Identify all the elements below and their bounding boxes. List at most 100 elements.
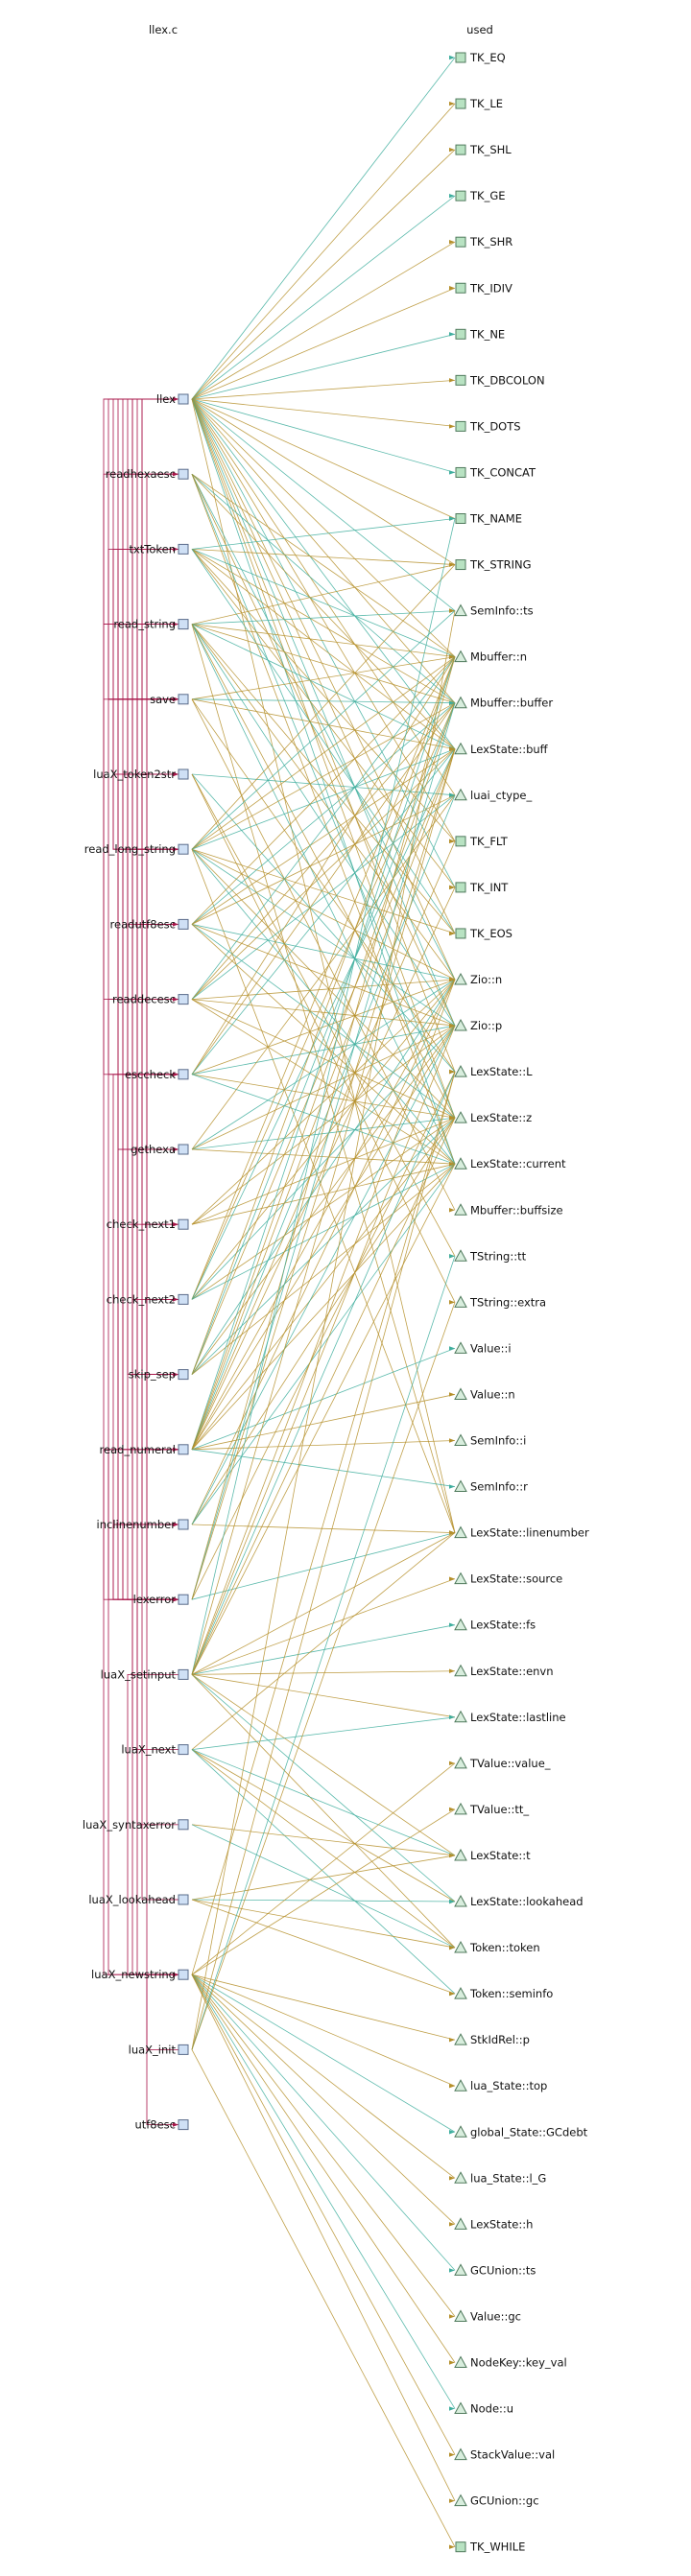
used-node-node-u[interactable]: Node::u — [454, 2401, 513, 2416]
function-node-check-next1[interactable]: check_next1 — [107, 1217, 189, 1231]
used-node-token-token[interactable]: Token::token — [454, 1941, 540, 1954]
used-node-tk-flt[interactable]: TK_FLT — [455, 835, 509, 848]
function-node-box[interactable] — [178, 543, 189, 555]
function-node-readhexaesc[interactable]: readhexaesc — [106, 467, 189, 481]
used-node-tk-eos[interactable]: TK_EOS — [455, 927, 512, 940]
function-node-box[interactable] — [178, 468, 189, 480]
function-node-luax-newstring[interactable]: luaX_newstring — [91, 1968, 189, 1981]
used-node-lexstate-linenumber[interactable]: LexState::linenumber — [454, 1525, 589, 1540]
function-node-luax-syntaxerror[interactable]: luaX_syntaxerror — [83, 1818, 189, 1832]
used-node-tk-dots[interactable]: TK_DOTS — [455, 419, 521, 433]
used-node-lua-state-l-g[interactable]: lua_State::l_G — [454, 2171, 546, 2185]
used-node-global-state-gcdebt[interactable]: global_State::GCdebt — [454, 2125, 588, 2139]
used-node-tstring-extra[interactable]: TString::extra — [454, 1295, 546, 1309]
used-node-tk-ne[interactable]: TK_NE — [455, 327, 505, 341]
used-node-lexstate-buff[interactable]: LexState::buff — [454, 742, 549, 756]
used-node-tk-shl[interactable]: TK_SHL — [455, 143, 512, 156]
function-node-read-numeral[interactable]: read_numeral — [100, 1443, 189, 1456]
used-node-token-seminfo[interactable]: Token::seminfo — [454, 1987, 553, 2000]
function-node-box[interactable] — [178, 1519, 189, 1530]
function-node-box[interactable] — [178, 393, 189, 405]
function-node-skip-sep[interactable]: skip_sep — [129, 1368, 189, 1382]
function-node-box[interactable] — [178, 1144, 189, 1155]
used-node-seminfo-r[interactable]: SemInfo::r — [454, 1479, 528, 1494]
used-node-tk-name[interactable]: TK_NAME — [455, 512, 522, 526]
function-node-box[interactable] — [178, 1894, 189, 1905]
used-node-lexstate-lookahead[interactable]: LexState::lookahead — [454, 1894, 584, 1908]
used-node-tk-while[interactable]: TK_WHILE — [455, 2541, 525, 2554]
used-node-tvalue-tt[interactable]: TValue::tt_ — [454, 1802, 529, 1816]
function-node-luax-next[interactable]: luaX_next — [121, 1743, 189, 1757]
function-node-box[interactable] — [178, 1594, 189, 1605]
used-node-lexstate-l[interactable]: LexState::L — [454, 1065, 533, 1078]
used-node-lexstate-source[interactable]: LexState::source — [454, 1572, 562, 1586]
used-node-tk-concat[interactable]: TK_CONCAT — [455, 465, 536, 479]
used-node-value-gc[interactable]: Value::gc — [454, 2309, 521, 2323]
function-node-box[interactable] — [178, 1293, 189, 1305]
function-node-box[interactable] — [178, 918, 189, 930]
used-node-mbuffer-buffsize[interactable]: Mbuffer::buffsize — [454, 1203, 563, 1217]
used-node-lexstate-envn[interactable]: LexState::envn — [454, 1664, 554, 1678]
function-node-box[interactable] — [178, 694, 189, 705]
used-node-zio-p[interactable]: Zio::p — [454, 1019, 502, 1032]
used-node-stkidrel-p[interactable]: StkIdRel::p — [454, 2033, 530, 2046]
used-node-tk-ge[interactable]: TK_GE — [455, 189, 506, 202]
used-node-lexstate-lastline[interactable]: LexState::lastline — [454, 1710, 566, 1724]
used-node-tk-int[interactable]: TK_INT — [455, 881, 509, 894]
function-node-box[interactable] — [178, 619, 189, 630]
used-node-mbuffer-buffer[interactable]: Mbuffer::buffer — [454, 696, 553, 710]
used-node-tk-shr[interactable]: TK_SHR — [455, 235, 512, 248]
function-node-box[interactable] — [178, 1744, 189, 1756]
used-node-value-n[interactable]: Value::n — [454, 1387, 515, 1401]
used-node-lexstate-z[interactable]: LexState::z — [454, 1111, 532, 1124]
used-node-mbuffer-n[interactable]: Mbuffer::n — [454, 650, 527, 664]
used-node-tk-string[interactable]: TK_STRING — [455, 558, 532, 572]
function-node-luax-init[interactable]: luaX_init — [129, 2043, 189, 2056]
used-node-stackvalue-val[interactable]: StackValue::val — [454, 2447, 555, 2462]
function-node-box[interactable] — [178, 843, 189, 855]
function-node-readutf8esc[interactable]: readutf8esc — [110, 917, 189, 931]
used-node-lexstate-fs[interactable]: LexState::fs — [454, 1618, 536, 1632]
used-node-lexstate-current[interactable]: LexState::current — [454, 1157, 566, 1170]
function-node-utf8esc[interactable]: utf8esc — [134, 2118, 189, 2132]
used-node-tvalue-value[interactable]: TValue::value_ — [454, 1756, 551, 1770]
function-node-save[interactable]: save — [150, 693, 189, 706]
function-node-lexerror[interactable]: lexerror — [133, 1593, 189, 1606]
used-node-nodekey-key-val[interactable]: NodeKey::key_val — [454, 2355, 567, 2370]
function-node-box[interactable] — [178, 1369, 189, 1381]
used-node-tk-le[interactable]: TK_LE — [455, 97, 503, 110]
function-node-gethexa[interactable]: gethexa — [131, 1143, 189, 1156]
function-node-luax-setinput[interactable]: luaX_setinput — [101, 1667, 189, 1681]
function-node-box[interactable] — [178, 768, 189, 780]
used-node-tk-eq[interactable]: TK_EQ — [455, 51, 506, 64]
used-node-value-i[interactable]: Value::i — [454, 1341, 512, 1355]
function-node-luax-token2str[interactable]: luaX_token2str — [93, 768, 189, 781]
function-node-box[interactable] — [178, 994, 189, 1005]
used-node-seminfo-i[interactable]: SemInfo::i — [454, 1433, 526, 1448]
function-node-txttoken[interactable]: txtToken — [129, 542, 189, 555]
used-node-zio-n[interactable]: Zio::n — [454, 972, 502, 986]
used-node-luai-ctype[interactable]: luai_ctype_ — [454, 788, 532, 802]
function-node-readdecesc[interactable]: readdecesc — [112, 993, 189, 1006]
function-node-box[interactable] — [178, 1069, 189, 1080]
function-node-box[interactable] — [178, 1444, 189, 1455]
function-node-read-long-string[interactable]: read_long_string — [84, 842, 189, 856]
used-node-lua-state-top[interactable]: lua_State::top — [454, 2079, 547, 2092]
used-node-tk-dbcolon[interactable]: TK_DBCOLON — [455, 373, 545, 387]
function-node-box[interactable] — [178, 1969, 189, 1980]
function-node-luax-lookahead[interactable]: luaX_lookahead — [88, 1893, 189, 1906]
function-node-box[interactable] — [178, 1668, 189, 1680]
function-node-esccheck[interactable]: esccheck — [125, 1068, 189, 1081]
function-node-box[interactable] — [178, 2044, 189, 2055]
function-node-box[interactable] — [178, 2119, 189, 2131]
used-node-tk-idiv[interactable]: TK_IDIV — [455, 281, 512, 295]
function-node-box[interactable] — [178, 1819, 189, 1831]
function-node-check-next2[interactable]: check_next2 — [107, 1292, 189, 1306]
used-node-gcunion-ts[interactable]: GCUnion::ts — [454, 2263, 536, 2277]
function-node-box[interactable] — [178, 1218, 189, 1230]
used-node-tstring-tt[interactable]: TString::tt — [454, 1249, 527, 1263]
function-node-inclinenumber[interactable]: inclinenumber — [97, 1518, 189, 1531]
used-node-lexstate-t[interactable]: LexState::t — [454, 1848, 531, 1862]
used-node-gcunion-gc[interactable]: GCUnion::gc — [454, 2493, 539, 2508]
used-node-lexstate-h[interactable]: LexState::h — [454, 2217, 533, 2231]
